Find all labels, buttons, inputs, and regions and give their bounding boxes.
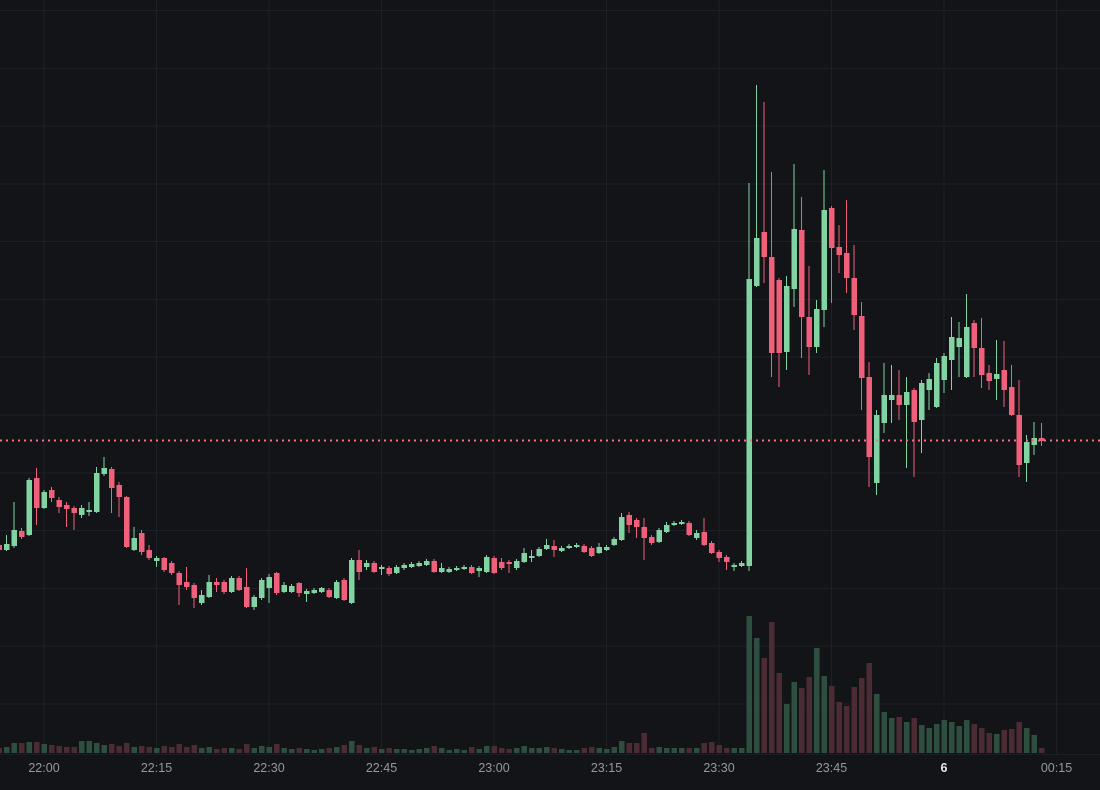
time-tick-label: 22:00 — [28, 761, 59, 775]
time-tick-label: 23:00 — [478, 761, 509, 775]
time-tick-label: 00:15 — [1041, 761, 1072, 775]
time-tick-label: 23:45 — [816, 761, 847, 775]
time-tick-label: 22:15 — [141, 761, 172, 775]
time-axis[interactable]: 22:00 22:15 22:30 22:45 23:00 23:15 23:30 23:45… — [28, 761, 1072, 775]
candles-layer — [0, 85, 1045, 610]
time-tick-label: 23:15 — [591, 761, 622, 775]
time-tick-label: 22:45 — [366, 761, 397, 775]
time-tick-label: 22:30 — [253, 761, 284, 775]
time-tick-label: 23:30 — [703, 761, 734, 775]
time-tick-label: 6 — [941, 761, 948, 775]
volume-layer — [0, 616, 1045, 753]
